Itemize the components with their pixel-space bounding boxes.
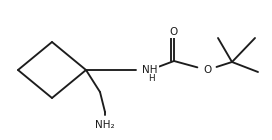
Text: NH: NH [142,65,158,75]
Text: O: O [170,27,178,37]
Text: H: H [148,74,154,82]
Text: O: O [203,65,211,75]
Text: NH₂: NH₂ [95,120,115,130]
